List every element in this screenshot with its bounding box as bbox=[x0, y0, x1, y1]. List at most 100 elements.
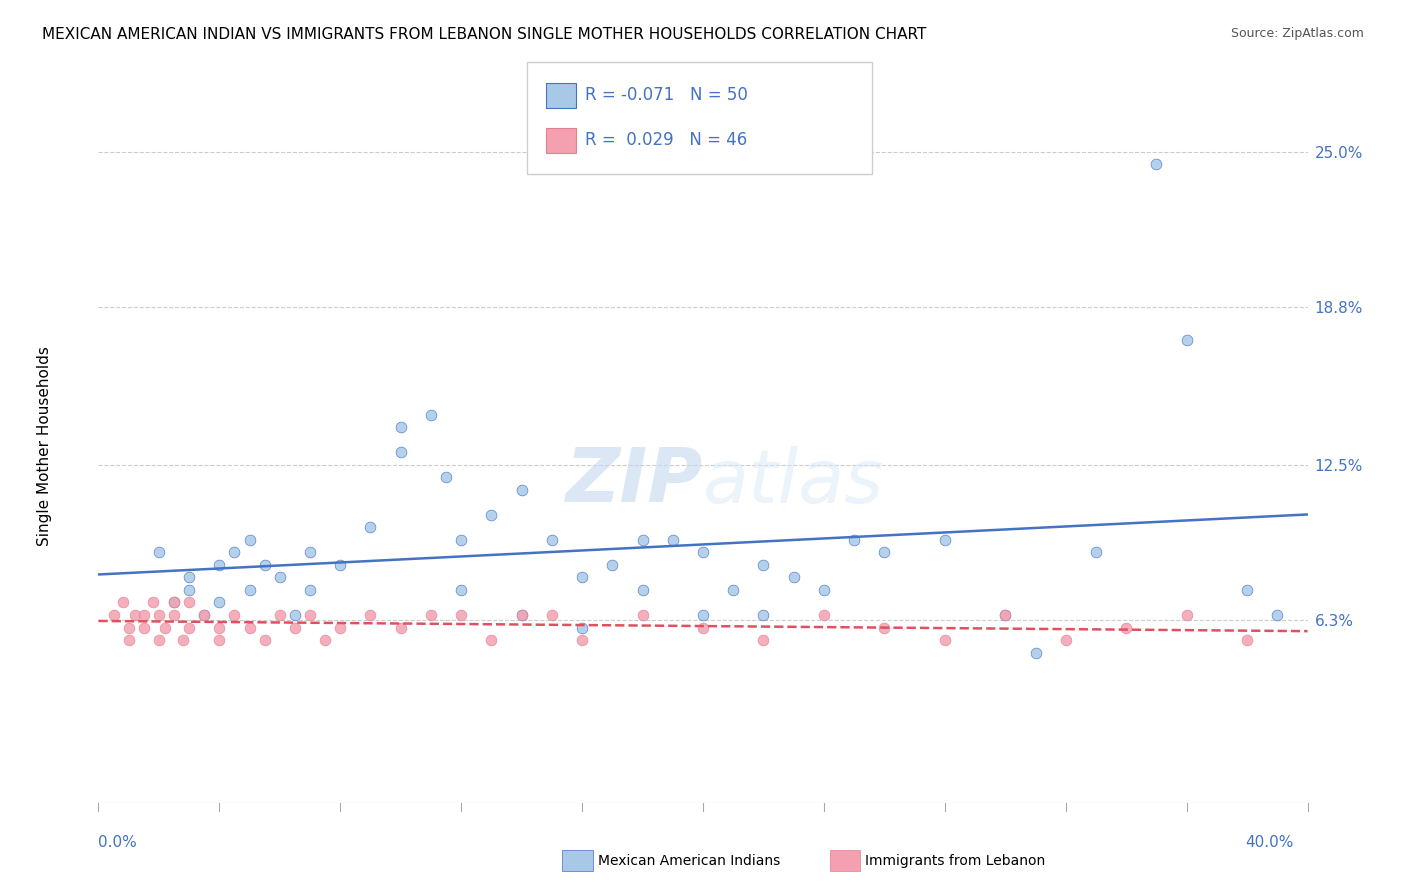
Point bbox=[118, 633, 141, 648]
Point bbox=[208, 595, 231, 609]
Point bbox=[1085, 545, 1108, 559]
Point bbox=[148, 545, 170, 559]
Point bbox=[873, 545, 896, 559]
Text: Single Mother Households: Single Mother Households bbox=[37, 346, 52, 546]
Text: R = -0.071   N = 50: R = -0.071 N = 50 bbox=[585, 87, 748, 104]
Point bbox=[692, 607, 714, 622]
Point bbox=[179, 582, 201, 597]
Point bbox=[1144, 157, 1167, 171]
Point bbox=[510, 483, 533, 497]
Point bbox=[224, 545, 246, 559]
Point bbox=[1236, 582, 1258, 597]
Point bbox=[1267, 607, 1289, 622]
Point bbox=[124, 607, 146, 622]
Point bbox=[153, 621, 176, 635]
Point bbox=[873, 621, 896, 635]
Point bbox=[148, 607, 170, 622]
Point bbox=[360, 607, 382, 622]
Point bbox=[692, 545, 714, 559]
Text: Immigrants from Lebanon: Immigrants from Lebanon bbox=[865, 854, 1045, 868]
Point bbox=[510, 607, 533, 622]
Text: 0.0%: 0.0% bbox=[98, 836, 138, 850]
Point bbox=[752, 607, 775, 622]
Point bbox=[1236, 633, 1258, 648]
Point bbox=[389, 420, 412, 434]
Point bbox=[1054, 633, 1077, 648]
Point bbox=[239, 533, 262, 547]
Point bbox=[540, 533, 562, 547]
Point bbox=[163, 595, 186, 609]
Text: Source: ZipAtlas.com: Source: ZipAtlas.com bbox=[1230, 27, 1364, 40]
Point bbox=[450, 607, 472, 622]
Point bbox=[299, 607, 322, 622]
Text: ZIP: ZIP bbox=[565, 445, 703, 518]
Point bbox=[253, 633, 276, 648]
Point bbox=[314, 633, 336, 648]
Point bbox=[571, 621, 593, 635]
Point bbox=[148, 633, 170, 648]
Point bbox=[844, 533, 866, 547]
Text: MEXICAN AMERICAN INDIAN VS IMMIGRANTS FROM LEBANON SINGLE MOTHER HOUSEHOLDS CORR: MEXICAN AMERICAN INDIAN VS IMMIGRANTS FR… bbox=[42, 27, 927, 42]
Point bbox=[752, 558, 775, 572]
Point bbox=[481, 633, 503, 648]
Point bbox=[193, 607, 215, 622]
Point bbox=[510, 607, 533, 622]
Point bbox=[299, 545, 322, 559]
Point bbox=[193, 607, 215, 622]
Text: Mexican American Indians: Mexican American Indians bbox=[598, 854, 780, 868]
Point bbox=[132, 607, 155, 622]
Point bbox=[934, 633, 956, 648]
Point bbox=[224, 607, 246, 622]
Point bbox=[692, 621, 714, 635]
Point bbox=[1175, 607, 1198, 622]
Point bbox=[994, 607, 1017, 622]
Point bbox=[284, 607, 307, 622]
Point bbox=[994, 607, 1017, 622]
Point bbox=[540, 607, 562, 622]
Point bbox=[208, 633, 231, 648]
Point bbox=[179, 595, 201, 609]
Text: atlas: atlas bbox=[703, 446, 884, 517]
Point bbox=[360, 520, 382, 534]
Point bbox=[172, 633, 194, 648]
Point bbox=[269, 607, 291, 622]
Point bbox=[389, 621, 412, 635]
Text: R =  0.029   N = 46: R = 0.029 N = 46 bbox=[585, 131, 747, 149]
Point bbox=[481, 508, 503, 522]
Point bbox=[934, 533, 956, 547]
Point bbox=[450, 533, 472, 547]
Point bbox=[571, 633, 593, 648]
Point bbox=[813, 582, 835, 597]
Point bbox=[631, 533, 654, 547]
Point bbox=[284, 621, 307, 635]
Point bbox=[813, 607, 835, 622]
Point bbox=[103, 607, 125, 622]
Point bbox=[111, 595, 134, 609]
Point bbox=[661, 533, 683, 547]
Point bbox=[723, 582, 745, 597]
Point bbox=[434, 470, 457, 484]
Point bbox=[571, 570, 593, 584]
Point bbox=[208, 621, 231, 635]
Point bbox=[132, 621, 155, 635]
Point bbox=[329, 621, 352, 635]
Point bbox=[142, 595, 165, 609]
Point bbox=[208, 558, 231, 572]
Point bbox=[420, 408, 443, 422]
Point bbox=[329, 558, 352, 572]
Point bbox=[389, 445, 412, 459]
Point bbox=[239, 621, 262, 635]
Point bbox=[420, 607, 443, 622]
Point bbox=[1115, 621, 1137, 635]
Point bbox=[602, 558, 624, 572]
Point bbox=[783, 570, 806, 584]
Point bbox=[752, 633, 775, 648]
Point bbox=[631, 607, 654, 622]
Point bbox=[1175, 333, 1198, 347]
Point bbox=[253, 558, 276, 572]
Point bbox=[269, 570, 291, 584]
Point bbox=[163, 607, 186, 622]
Point bbox=[118, 621, 141, 635]
Point bbox=[450, 582, 472, 597]
Point bbox=[239, 582, 262, 597]
